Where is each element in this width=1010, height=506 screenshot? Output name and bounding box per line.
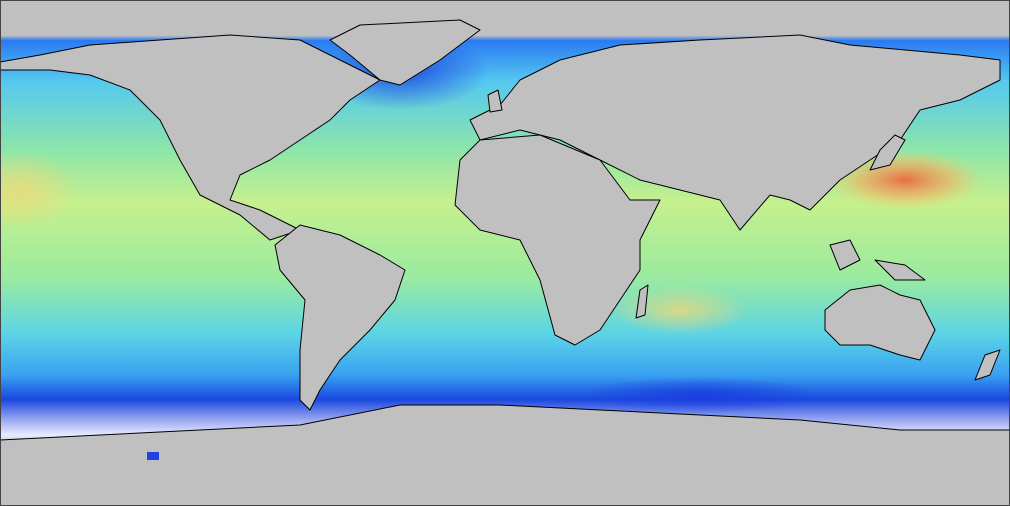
madagascar — [635, 284, 649, 319]
uk — [487, 89, 503, 113]
ice-pixel — [147, 452, 159, 460]
antarctica — [0, 404, 1010, 506]
warm-anomaly — [825, 150, 985, 210]
new-guinea — [874, 259, 926, 281]
warm-anomaly — [0, 150, 80, 230]
borneo — [829, 239, 861, 271]
north-america — [0, 34, 381, 241]
greenland — [329, 19, 481, 86]
australia — [824, 284, 936, 361]
africa — [454, 134, 661, 346]
south-america — [274, 224, 406, 411]
warm-anomaly — [610, 285, 750, 335]
japan — [869, 134, 906, 171]
eurasia — [469, 34, 1001, 231]
new-zealand — [974, 349, 1001, 381]
cold-anomaly — [580, 377, 820, 413]
